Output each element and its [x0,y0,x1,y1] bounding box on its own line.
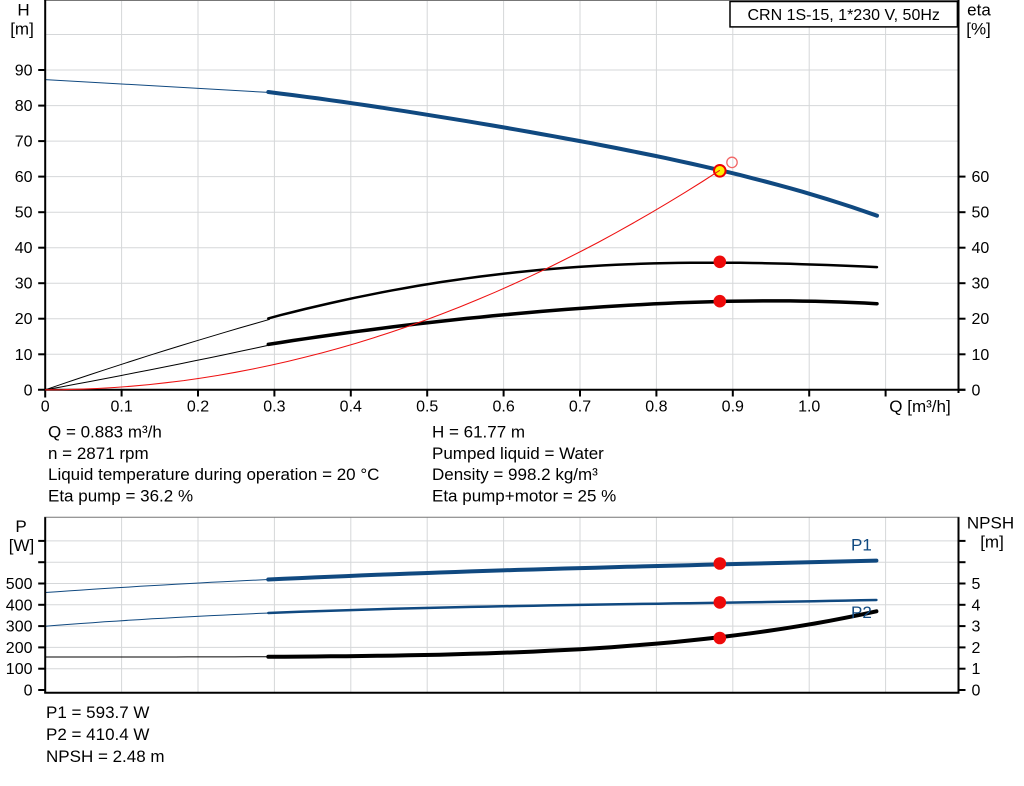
svg-text:0.7: 0.7 [569,399,591,416]
svg-text:80: 80 [15,98,33,115]
svg-text:P1 = 593.7 W: P1 = 593.7 W [46,703,149,722]
svg-text:2: 2 [972,640,981,657]
svg-text:[m]: [m] [980,533,1004,552]
svg-text:3: 3 [972,619,981,636]
svg-text:0.8: 0.8 [645,399,667,416]
svg-text:1.0: 1.0 [798,399,820,416]
svg-text:20: 20 [972,311,990,328]
svg-text:P2 = 410.4 W: P2 = 410.4 W [46,725,149,744]
svg-text:0.2: 0.2 [187,399,209,416]
svg-text:4: 4 [972,597,981,614]
svg-text:0: 0 [41,399,50,416]
svg-text:30: 30 [972,276,990,293]
svg-text:90: 90 [15,63,33,80]
svg-text:CRN 1S-15, 1*230 V, 50Hz: CRN 1S-15, 1*230 V, 50Hz [747,7,939,24]
svg-text:500: 500 [6,576,33,593]
svg-text:Q = 0.883 m³/h: Q = 0.883 m³/h [48,423,162,442]
svg-text:60: 60 [15,169,33,186]
svg-text:[%]: [%] [966,20,991,39]
svg-text:40: 40 [15,240,33,257]
svg-text:10: 10 [972,347,990,364]
svg-text:P2: P2 [851,603,872,622]
svg-text:300: 300 [6,619,33,636]
svg-text:0.1: 0.1 [110,399,132,416]
svg-text:60: 60 [972,169,990,186]
svg-text:0.6: 0.6 [492,399,514,416]
svg-text:50: 50 [972,205,990,222]
svg-text:0.4: 0.4 [340,399,362,416]
svg-text:H = 61.77 m: H = 61.77 m [432,423,525,442]
svg-text:20: 20 [15,311,33,328]
svg-text:70: 70 [15,134,33,151]
svg-text:10: 10 [15,347,33,364]
svg-text:eta: eta [967,1,991,20]
svg-text:Q [m³/h]: Q [m³/h] [889,397,950,416]
svg-text:50: 50 [15,205,33,222]
svg-text:200: 200 [6,640,33,657]
svg-text:1: 1 [972,661,981,678]
svg-text:400: 400 [6,597,33,614]
svg-text:0: 0 [24,382,33,399]
svg-text:Eta pump = 36.2 %: Eta pump = 36.2 % [48,487,193,506]
svg-text:[W]: [W] [9,536,35,555]
svg-text:NPSH: NPSH [967,514,1014,533]
svg-text:5: 5 [972,576,981,593]
svg-text:0: 0 [972,382,981,399]
svg-text:0.3: 0.3 [263,399,285,416]
svg-text:Eta pump+motor = 25 %: Eta pump+motor = 25 % [432,487,616,506]
svg-text:40: 40 [972,240,990,257]
svg-text:0.9: 0.9 [722,399,744,416]
svg-text:P1: P1 [851,536,872,555]
svg-text:30: 30 [15,276,33,293]
svg-text:Density = 998.2 kg/m³: Density = 998.2 kg/m³ [432,465,598,484]
svg-text:P: P [15,517,26,536]
svg-text:0: 0 [972,683,981,700]
svg-text:[m]: [m] [10,20,34,39]
svg-text:Liquid temperature during oper: Liquid temperature during operation = 20… [48,465,379,484]
svg-text:100: 100 [6,661,33,678]
svg-text:n = 2871 rpm: n = 2871 rpm [48,444,149,463]
svg-text:H: H [17,1,29,20]
svg-text:0: 0 [24,683,33,700]
svg-text:Pumped liquid = Water: Pumped liquid = Water [432,444,604,463]
svg-text:NPSH = 2.48 m: NPSH = 2.48 m [46,747,165,766]
svg-text:0.5: 0.5 [416,399,438,416]
